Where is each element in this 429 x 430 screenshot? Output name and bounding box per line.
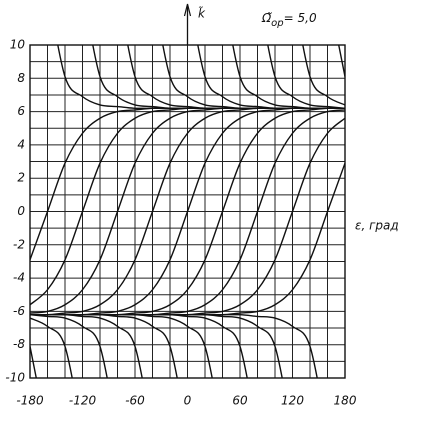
chart-title: Ω̃ор= 5,0 [261, 11, 317, 30]
plot-frame [29, 44, 346, 379]
x-tick-label: 60 [232, 394, 248, 408]
x-tick-label: -120 [69, 394, 97, 408]
trajectory [30, 313, 318, 378]
trajectory [30, 317, 73, 378]
y-tick-label: 2 [17, 171, 25, 185]
trajectory [302, 45, 345, 106]
title-symbol: Ω̃ [261, 11, 272, 25]
trajectory [267, 45, 345, 109]
x-tick-label: -60 [125, 394, 145, 408]
y-axis-arrow [183, 3, 192, 17]
x-tick-label: 0 [184, 394, 192, 408]
trajectory [30, 346, 37, 378]
y-tick-label: -4 [13, 271, 25, 285]
y-axis-label: k̃ [198, 6, 206, 20]
y-tick-label: 8 [17, 71, 25, 85]
x-tick-label: -180 [16, 394, 44, 408]
y-tick-label: -6 [13, 304, 25, 318]
trajectory [232, 45, 345, 110]
x-axis-label: ε, град [355, 219, 399, 233]
y-tick-label: 10 [10, 38, 26, 52]
trajectory [338, 45, 345, 77]
y-tick-label: -10 [5, 371, 25, 385]
x-tick-label: 180 [334, 394, 357, 408]
title-value: = 5,0 [284, 11, 317, 25]
y-tick-label: -2 [13, 237, 25, 251]
y-tick-label: 6 [17, 104, 25, 118]
trajectory [30, 313, 248, 378]
grid [29, 3, 346, 379]
y-tick-label: -8 [13, 337, 25, 351]
curves [30, 45, 345, 378]
trajectory [30, 314, 108, 378]
y-tick-label: 4 [17, 137, 25, 151]
y-tick-label: 0 [17, 204, 25, 218]
trajectory [30, 313, 178, 378]
x-tick-label: 120 [281, 394, 304, 408]
title-subscript: ор [271, 18, 283, 29]
